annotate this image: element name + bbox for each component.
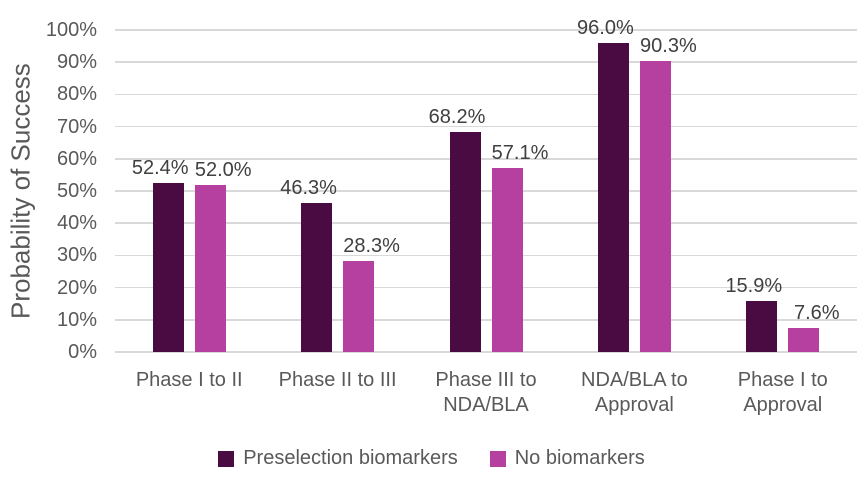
bar-series0-cat0: [152, 183, 184, 352]
x-tick-label-cat3: NDA/BLA to Approval: [581, 369, 688, 416]
bar-label-series1-cat0: 52.0%: [194, 158, 252, 181]
y-tick-label-100%: 100%: [45, 19, 97, 41]
gridline-100%: [115, 29, 857, 31]
legend-label-preselection-biomarkers: Preselection biomarkers: [243, 447, 458, 469]
legend-item-preselection-biomarkers: Preselection biomarkers: [218, 447, 458, 470]
gridline-50%: [115, 190, 857, 192]
bar-series1-cat3: [639, 61, 671, 352]
gridline-40%: [115, 222, 857, 224]
y-tick-label-50%: 50%: [56, 180, 97, 202]
bar-series1-cat4: [788, 327, 820, 352]
bar-series0-cat2: [449, 132, 481, 352]
gridline-30%: [115, 254, 857, 257]
gridline-0%: [115, 351, 857, 353]
x-axis-category-labels: Phase I to II Phase II to III Phase III to…: [115, 368, 857, 426]
legend-item-no-biomarkers: No biomarkers: [489, 447, 645, 470]
bar-label-series1-cat2: 57.1%: [491, 142, 549, 165]
bar-label-series0-cat3: 96.0%: [577, 16, 634, 39]
gridline-60%: [115, 158, 857, 160]
bar-label-series0-cat0: 52.4%: [131, 157, 189, 180]
gridline-90%: [115, 61, 857, 63]
bar-label-series1-cat4: 7.6%: [794, 301, 840, 324]
y-tick-label-60%: 60%: [56, 147, 97, 170]
legend-label-no-biomarkers: No biomarkers: [514, 447, 645, 469]
bar-label-series0-cat2: 68.2%: [428, 106, 486, 129]
y-tick-label-40%: 40%: [56, 212, 97, 235]
gridline-10%: [115, 319, 857, 321]
y-tick-label-10%: 10%: [56, 308, 97, 331]
x-tick-label-cat2: Phase III to NDA/BLA: [435, 369, 537, 416]
y-tick-label-20%: 20%: [56, 276, 97, 299]
legend: Preselection biomarkers No biomarkers: [0, 447, 863, 470]
legend-swatch-preselection-biomarkers: [218, 450, 235, 467]
bar-label-series1-cat3: 90.3%: [640, 35, 697, 58]
bar-series0-cat1: [301, 202, 333, 352]
bar-series1-cat2: [491, 168, 523, 352]
gridline-20%: [115, 286, 857, 289]
plot-area: 52.4% 46.3% 68.2% 96.0% 15.9% 52.0% 28.3% 57.1%…: [115, 17, 857, 353]
bar-label-series0-cat4: 15.9%: [725, 274, 783, 297]
legend-swatch-no-biomarkers: [489, 450, 506, 467]
y-axis-tick-labels: 0% 10% 20% 30% 40% 50% 60% 70% 80% 90% 100%: [0, 19, 97, 363]
x-tick-label-cat4: Phase I to Approval: [737, 369, 828, 416]
bar-series0-cat4: [746, 300, 778, 352]
gridline-70%: [115, 125, 857, 128]
bar-label-series1-cat1: 28.3%: [343, 234, 400, 257]
y-tick-label-80%: 80%: [56, 83, 97, 106]
y-tick-label-0%: 0%: [68, 341, 97, 363]
y-tick-label-90%: 90%: [56, 51, 97, 74]
bar-label-series0-cat1: 46.3%: [280, 176, 337, 199]
bar-series1-cat1: [343, 260, 375, 352]
y-tick-label-70%: 70%: [56, 115, 97, 138]
y-tick-label-30%: 30%: [56, 244, 97, 267]
x-tick-label-cat0: Phase I to II: [135, 369, 243, 391]
x-tick-label-cat1: Phase II to III: [278, 369, 397, 391]
bar-series1-cat0: [194, 184, 226, 352]
bar-series0-cat3: [597, 42, 629, 352]
gridline-80%: [115, 93, 857, 96]
